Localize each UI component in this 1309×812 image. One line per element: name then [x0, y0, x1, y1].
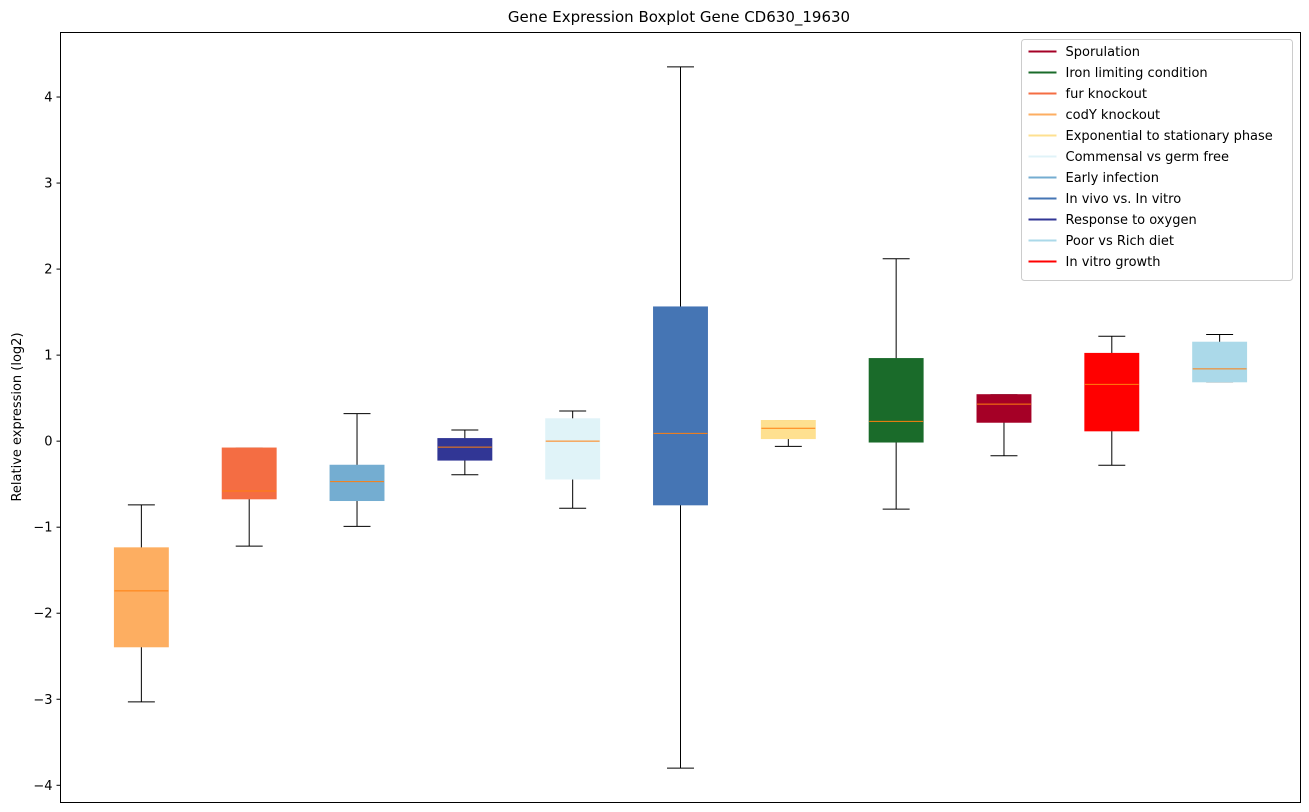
legend-label: In vitro growth: [1066, 255, 1161, 270]
box-group: [545, 410, 601, 509]
box-iqr: [868, 358, 924, 443]
legend-label: fur knockout: [1066, 87, 1148, 102]
legend-label: Early infection: [1066, 171, 1159, 186]
y-tick-label: 1: [44, 349, 52, 364]
box-group: [1192, 333, 1248, 383]
legend-label: codY knockout: [1066, 108, 1161, 123]
box-group: [437, 429, 493, 476]
y-tick-label: 0: [44, 435, 52, 450]
box-group: [653, 66, 708, 769]
chart-title: Gene Expression Boxplot Gene CD630_19630: [508, 8, 850, 27]
y-tick-label: −2: [33, 607, 52, 622]
y-tick-label: −3: [33, 693, 52, 708]
box-iqr: [760, 420, 816, 440]
legend-frame: [1021, 39, 1293, 281]
box-group: [329, 413, 385, 527]
plot-frame: [60, 32, 1301, 803]
box-group: [113, 504, 169, 703]
legend-label: Poor vs Rich diet: [1066, 234, 1174, 249]
box-group: [1084, 335, 1140, 466]
box-iqr: [1084, 352, 1140, 432]
y-tick-label: −1: [33, 521, 52, 536]
y-tick-label: 4: [44, 91, 52, 106]
legend-label: Response to oxygen: [1066, 213, 1197, 228]
box-iqr: [437, 438, 493, 461]
y-tick-label: 2: [44, 263, 52, 278]
box-iqr: [221, 447, 277, 500]
boxes-layer: [113, 66, 1248, 769]
box-group: [221, 447, 277, 547]
box-iqr: [329, 464, 385, 502]
legend-label: Iron limiting condition: [1066, 66, 1208, 81]
box-iqr: [976, 394, 1032, 423]
box-iqr: [113, 547, 169, 648]
legend-label: Exponential to stationary phase: [1066, 129, 1273, 144]
legend-label: Commensal vs germ free: [1066, 150, 1229, 165]
y-axis: −4 −3 −2 −1 0 1 2 3 4: [33, 91, 61, 794]
legend-label: Sporulation: [1066, 45, 1141, 60]
box-iqr: [545, 418, 601, 480]
legend: Sporulation Iron limiting condition fur kn…: [1021, 39, 1293, 281]
box-iqr: [1192, 341, 1248, 383]
box-group: [976, 394, 1032, 457]
box-group: [760, 420, 816, 447]
y-tick-label: −4: [33, 779, 52, 794]
legend-label: In vivo vs. In vitro: [1066, 192, 1182, 207]
box-iqr: [653, 306, 708, 506]
y-axis-label: Relative expression (log2): [10, 332, 25, 501]
box-group: [868, 258, 924, 510]
y-tick-label: 3: [44, 177, 52, 192]
